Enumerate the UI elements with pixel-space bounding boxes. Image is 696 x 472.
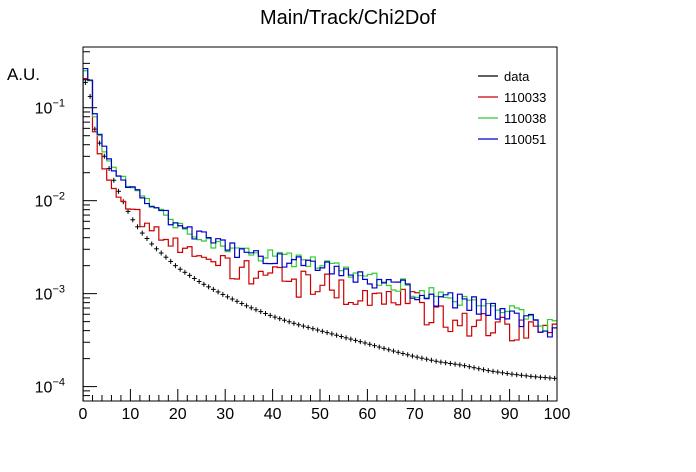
y-tick-label: 10−1 — [35, 98, 65, 118]
series-data — [83, 79, 557, 381]
legend-label: 110033 — [504, 90, 546, 105]
x-tick-label: 90 — [501, 406, 519, 423]
legend-label: data — [504, 69, 530, 84]
y-tick-label: 10−3 — [35, 284, 65, 304]
x-tick-label: 80 — [453, 406, 471, 423]
y-tick-label: 10−2 — [35, 191, 65, 211]
x-tick-label: 50 — [311, 406, 329, 423]
y-tick-label: 10−4 — [35, 377, 65, 397]
plot-frame — [82, 46, 558, 402]
series-110033 — [83, 78, 557, 401]
x-tick-label: 0 — [79, 406, 88, 423]
x-tick-label: 30 — [216, 406, 234, 423]
series-110051 — [83, 67, 557, 401]
legend-label: 110051 — [504, 132, 546, 147]
series-line — [83, 67, 557, 401]
legend-label: 110038 — [504, 111, 546, 126]
series-line — [83, 70, 557, 401]
series-line — [83, 78, 557, 401]
legend: data 110033 110038 110051 — [478, 69, 546, 147]
chart-title: Main/Track/Chi2Dof — [260, 7, 436, 29]
x-tick-label: 40 — [264, 406, 282, 423]
series-layer — [83, 67, 557, 401]
x-tick-label: 10 — [122, 406, 140, 423]
x-tick-label: 60 — [359, 406, 377, 423]
axis-layer: 0 10 20 30 40 50 60 70 80 90 100 10−4 10−3 10−2 10−1 — [35, 51, 571, 423]
series-110038 — [83, 70, 557, 401]
y-axis-label: A.U. — [7, 65, 40, 84]
x-tick-label: 70 — [406, 406, 424, 423]
x-tick-label: 20 — [169, 406, 187, 423]
x-tick-label: 100 — [544, 406, 571, 423]
